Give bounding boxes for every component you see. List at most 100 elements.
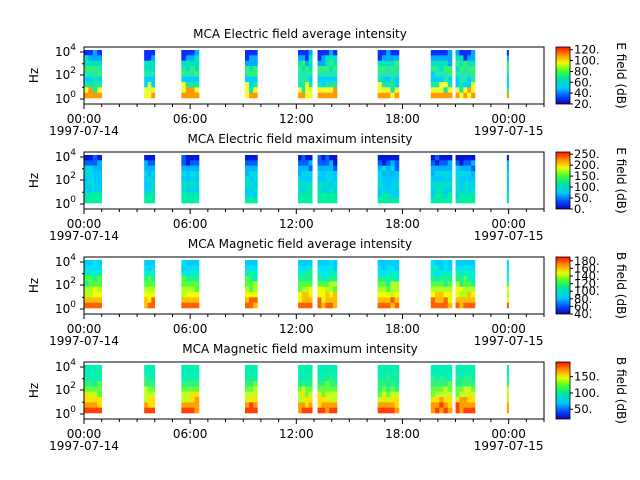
spectrogram-cell [321, 181, 326, 188]
spectrogram-cell [185, 192, 191, 198]
spectrogram-cell [439, 192, 444, 198]
spectrogram-cell [190, 165, 195, 172]
spectrogram-cell [253, 270, 258, 277]
spectrogram-cell [455, 71, 460, 77]
spectrogram-cell [467, 87, 472, 93]
spectrogram-cell [390, 171, 395, 177]
spectrogram-cell [147, 270, 152, 277]
spectrogram-cell [321, 270, 326, 277]
spectrogram-cell [443, 60, 449, 67]
y-tick-label: 104 [55, 253, 76, 269]
spectrogram-cell [386, 160, 391, 166]
spectrogram-cell [430, 276, 436, 282]
spectrogram-cell [447, 391, 453, 398]
spectrogram-cell [181, 181, 187, 188]
spectrogram-cell [97, 160, 102, 166]
spectrogram-cell [301, 82, 306, 88]
spectrogram-cell [321, 292, 326, 298]
spectrogram-cell [439, 155, 444, 161]
spectrogram-cell [185, 370, 191, 376]
spectrogram-cell [430, 50, 436, 56]
spectrogram-cell [471, 92, 476, 99]
spectrogram-cell [455, 270, 460, 277]
spectrogram-cell [386, 270, 391, 277]
spectrogram-cell [333, 66, 338, 72]
spectrogram-cell [194, 165, 200, 172]
spectrogram-cell [377, 260, 383, 266]
spectrogram-cell [88, 260, 94, 266]
spectrogram-cell [185, 76, 191, 83]
spectrogram-cell [84, 197, 89, 204]
spectrogram-cell [147, 276, 152, 282]
spectrogram-cell [151, 386, 156, 392]
spectrogram-cell [253, 407, 258, 414]
spectrogram-cell [253, 82, 258, 88]
spectrogram-cell [381, 165, 387, 172]
spectrogram-cell [305, 375, 309, 382]
spectrogram-cell [144, 286, 148, 293]
spectrogram-cell [333, 407, 338, 414]
spectrogram-cell [190, 60, 195, 67]
spectrogram-cell [92, 270, 98, 277]
spectrogram-cell [325, 92, 330, 99]
spectrogram-cell [88, 187, 94, 193]
spectrogram-cell [381, 92, 387, 99]
spectrogram-cell [194, 155, 200, 161]
spectrogram-cell [447, 407, 453, 414]
spectrogram-cell [301, 171, 306, 177]
spectrogram-cell [301, 66, 306, 72]
spectrogram-cell [381, 386, 387, 392]
spectrogram-cell [463, 87, 468, 93]
spectrogram-cell [301, 286, 306, 293]
spectrogram-cell [305, 297, 309, 303]
spectrogram-cell [390, 386, 395, 392]
spectrogram-cell [455, 276, 460, 282]
spectrogram-cell [144, 375, 148, 382]
spectrogram-cell [467, 92, 472, 99]
spectrogram-cell [333, 160, 338, 166]
spectrogram-cell [321, 391, 326, 398]
spectrogram-cell [97, 76, 102, 83]
spectrogram-cell [151, 302, 156, 309]
spectrogram-cell [467, 292, 472, 298]
spectrogram-cell [471, 155, 476, 161]
spectrogram-cell [301, 176, 306, 182]
spectrogram-cell [317, 165, 322, 172]
spectrogram-cell [298, 381, 302, 387]
spectrogram-cell [84, 297, 89, 303]
spectrogram-cell [377, 50, 383, 56]
spectrogram-cell [329, 87, 334, 93]
spectrogram-cell [245, 171, 250, 177]
spectrogram-cell [249, 92, 254, 99]
spectrogram-cell [467, 407, 472, 414]
spectrogram-cell [185, 286, 191, 293]
spectrogram-cell [144, 370, 148, 376]
spectrogram-cell [506, 87, 509, 93]
spectrogram-cell [305, 50, 309, 56]
spectrogram-cell [394, 391, 400, 398]
colorbar-tick-label: 100. [574, 386, 600, 400]
spectrogram-cell [317, 402, 322, 408]
spectrogram-cell [381, 265, 387, 271]
y-tick-exponent: 4 [70, 43, 76, 53]
spectrogram-cell [147, 265, 152, 271]
spectrogram-cell [386, 381, 391, 387]
spectrogram-cell [386, 87, 391, 93]
spectrogram-cell [435, 66, 440, 72]
spectrogram-cell [329, 165, 334, 172]
spectrogram-cell [144, 402, 148, 408]
y-tick-base: 10 [55, 92, 70, 106]
spectrogram-cell [435, 176, 440, 182]
spectrogram-cell [447, 60, 453, 67]
spectrogram-cell [144, 365, 148, 371]
spectrogram-cell [190, 297, 195, 303]
spectrogram-cell [377, 381, 383, 387]
spectrogram-cell [325, 76, 330, 83]
spectrogram-cell [84, 60, 89, 67]
spectrogram-cell [249, 397, 254, 403]
spectrogram-cell [439, 270, 444, 277]
spectrogram-cell [435, 297, 440, 303]
spectrogram-cell [144, 187, 148, 193]
colorbar [555, 256, 571, 315]
spectrogram-cell [92, 302, 98, 309]
